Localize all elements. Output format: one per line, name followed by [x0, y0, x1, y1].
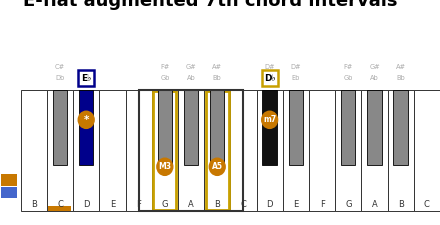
Text: Ab: Ab: [370, 75, 379, 81]
Text: E: E: [110, 200, 115, 209]
Bar: [184, 90, 198, 164]
Text: A: A: [372, 200, 378, 209]
Text: D: D: [266, 200, 273, 209]
Bar: [204, 90, 231, 211]
Bar: [309, 90, 335, 211]
Bar: [393, 90, 408, 164]
Bar: [178, 90, 204, 211]
Bar: [99, 90, 125, 211]
Bar: [367, 90, 381, 164]
Text: D: D: [83, 200, 89, 209]
Text: E-flat augmented 7th chord intervals: E-flat augmented 7th chord intervals: [23, 0, 398, 10]
Text: B: B: [31, 200, 37, 209]
Bar: [210, 90, 224, 164]
Text: D#: D#: [290, 64, 301, 70]
Bar: [262, 90, 277, 164]
Bar: [289, 90, 303, 164]
Bar: [53, 90, 67, 164]
Text: F#: F#: [160, 64, 169, 70]
Bar: [206, 90, 229, 210]
Text: Gb: Gb: [344, 75, 353, 81]
Text: Bb: Bb: [213, 75, 222, 81]
Text: F: F: [136, 200, 141, 209]
Text: A#: A#: [396, 64, 406, 70]
Bar: [79, 90, 93, 164]
Circle shape: [209, 158, 226, 176]
Text: Eb: Eb: [292, 75, 300, 81]
Bar: [47, 90, 73, 211]
Text: M3: M3: [158, 162, 171, 171]
Bar: [341, 90, 356, 164]
Text: B: B: [398, 200, 403, 209]
Text: *: *: [84, 115, 89, 125]
Bar: [361, 90, 388, 211]
Text: E: E: [293, 200, 298, 209]
Bar: [261, 70, 278, 86]
Text: A: A: [188, 200, 194, 209]
Text: F#: F#: [344, 64, 353, 70]
Text: C#: C#: [55, 64, 65, 70]
Text: G#: G#: [369, 64, 380, 70]
Bar: [335, 90, 361, 211]
Circle shape: [156, 158, 173, 176]
Bar: [125, 90, 152, 211]
Bar: [257, 90, 283, 211]
Circle shape: [77, 110, 95, 129]
Bar: [48, 206, 71, 211]
Bar: [414, 90, 440, 211]
Text: D#: D#: [264, 64, 275, 70]
Text: C: C: [241, 200, 246, 209]
Bar: [153, 90, 176, 210]
Text: Eb: Eb: [82, 75, 90, 81]
Text: Ab: Ab: [187, 75, 195, 81]
Text: Gb: Gb: [160, 75, 169, 81]
Text: C: C: [57, 200, 63, 209]
Bar: [139, 90, 243, 211]
Text: F: F: [319, 200, 325, 209]
Text: C: C: [424, 200, 430, 209]
Circle shape: [261, 110, 278, 129]
Text: D♭: D♭: [264, 74, 275, 83]
Text: A#: A#: [212, 64, 222, 70]
Bar: [231, 90, 257, 211]
Bar: [152, 90, 178, 211]
Text: G#: G#: [186, 64, 196, 70]
Text: A5: A5: [212, 162, 223, 171]
Text: E♭: E♭: [81, 74, 92, 83]
Text: Db: Db: [265, 75, 274, 81]
Text: G: G: [345, 200, 352, 209]
Bar: [158, 90, 172, 164]
Bar: [283, 90, 309, 211]
Bar: [73, 90, 99, 211]
Text: B: B: [214, 200, 220, 209]
Bar: [78, 70, 94, 86]
Bar: [1, 174, 17, 186]
Text: Db: Db: [55, 75, 65, 81]
Bar: [1, 187, 17, 198]
Text: m7: m7: [263, 115, 276, 124]
Bar: [21, 90, 47, 211]
Text: basicmusictheory.com: basicmusictheory.com: [7, 81, 12, 135]
Text: Bb: Bb: [396, 75, 405, 81]
Bar: [388, 90, 414, 211]
Text: G: G: [161, 200, 168, 209]
